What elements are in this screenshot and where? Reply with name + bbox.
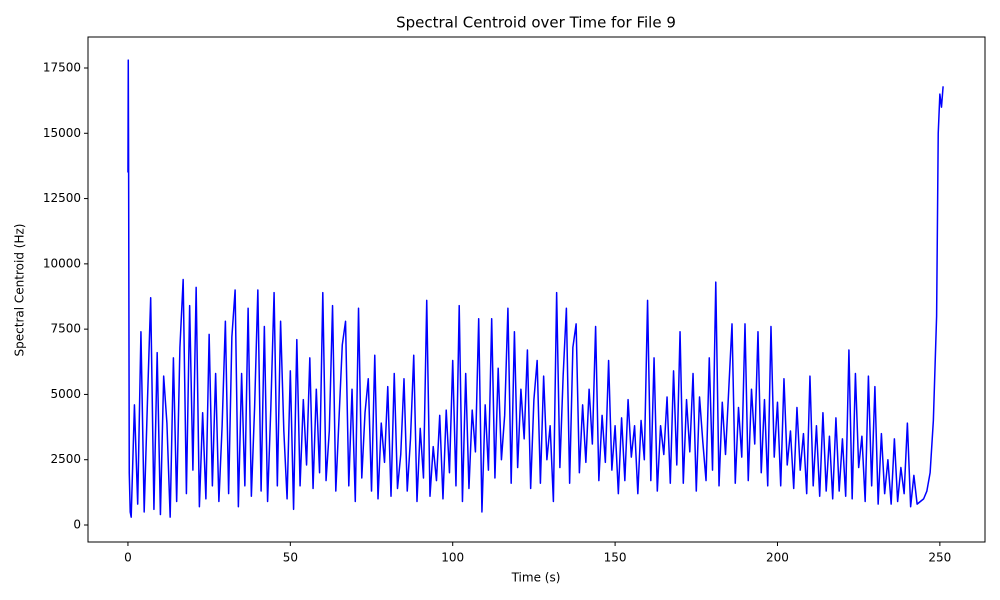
x-axis-label: Time (s) [511,571,561,585]
y-axis-label: Spectral Centroid (Hz) [13,224,27,357]
x-tick-label: 150 [604,551,627,565]
y-tick-label: 10000 [43,256,81,270]
x-tick-label: 100 [441,551,464,565]
y-tick-label: 2500 [50,452,81,466]
y-tick-label: 12500 [43,191,81,205]
y-tick-label: 5000 [50,387,81,401]
x-tick-label: 0 [124,551,132,565]
plot-area: 0 50 100 150 200 2500250050007500100001250015… [43,59,951,565]
y-tick-label: 17500 [43,60,81,74]
x-tick-label: 50 [283,551,298,565]
x-tick-label: 250 [928,551,951,565]
data-line [127,59,944,518]
y-tick-label: 7500 [50,322,81,336]
x-tick-label: 200 [766,551,789,565]
chart-title: Spectral Centroid over Time for File 9 [396,14,676,32]
y-tick-label: 15000 [43,126,81,140]
y-tick-label: 0 [73,517,81,531]
axes-frame [87,36,986,543]
